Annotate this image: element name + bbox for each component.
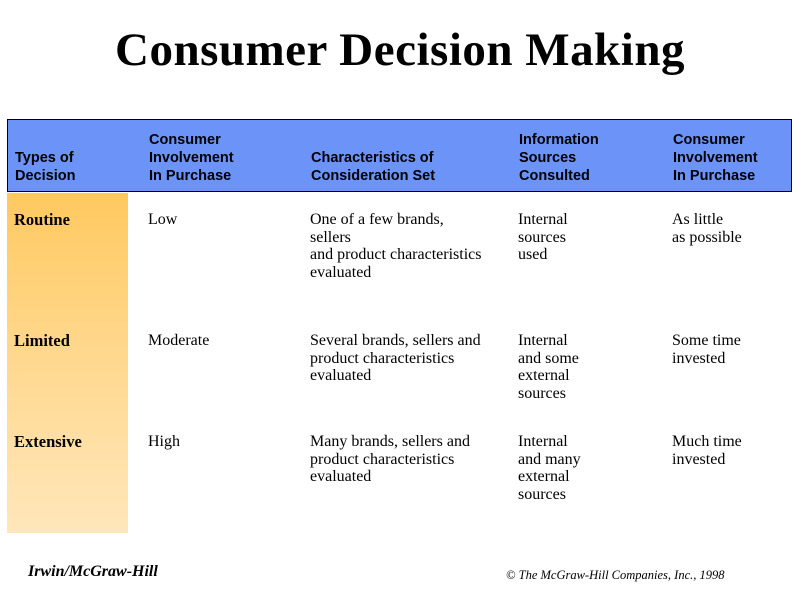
cell-consideration-set-extensive: Many brands, sellers and product charact…: [310, 433, 470, 485]
column-header-information-sources-consulted: Information Sources Consulted: [519, 132, 599, 184]
cell-sources-routine: Internal sources used: [518, 211, 568, 263]
cell-time-limited: Some time invested: [672, 332, 741, 367]
cell-involvement-limited: Moderate: [148, 332, 210, 349]
footer-copyright: © The McGraw-Hill Companies, Inc., 1998: [506, 568, 725, 582]
column-header-types-of-decision: Types of Decision: [15, 150, 76, 184]
cell-type-limited: Limited: [14, 331, 70, 350]
cell-time-routine: As little as possible: [672, 211, 742, 246]
footer-publisher-logo: Irwin/McGraw-Hill: [28, 563, 158, 580]
cell-type-routine: Routine: [14, 210, 70, 229]
cell-type-extensive: Extensive: [14, 432, 82, 451]
cell-sources-extensive: Internal and many external sources: [518, 433, 581, 503]
cell-consideration-set-routine: One of a few brands, sellers and product…: [310, 211, 482, 281]
cell-involvement-extensive: High: [148, 433, 180, 450]
table-header-row: Types of Decision Consumer Involvement I…: [7, 119, 792, 192]
first-column-highlight-band: [7, 193, 128, 533]
cell-consideration-set-limited: Several brands, sellers and product char…: [310, 332, 481, 384]
column-header-consumer-involvement-in-purchase: Consumer Involvement In Purchase: [149, 132, 234, 184]
cell-time-extensive: Much time invested: [672, 433, 742, 468]
decision-table: Types of Decision Consumer Involvement I…: [7, 119, 792, 533]
column-header-consumer-involvement-in-purchase-2: Consumer Involvement In Purchase: [673, 132, 758, 184]
cell-involvement-routine: Low: [148, 211, 178, 228]
cell-sources-limited: Internal and some external sources: [518, 332, 579, 402]
column-header-characteristics-of-consideration-set: Characteristics of Consideration Set: [311, 150, 436, 184]
page-title: Consumer Decision Making: [115, 24, 685, 76]
